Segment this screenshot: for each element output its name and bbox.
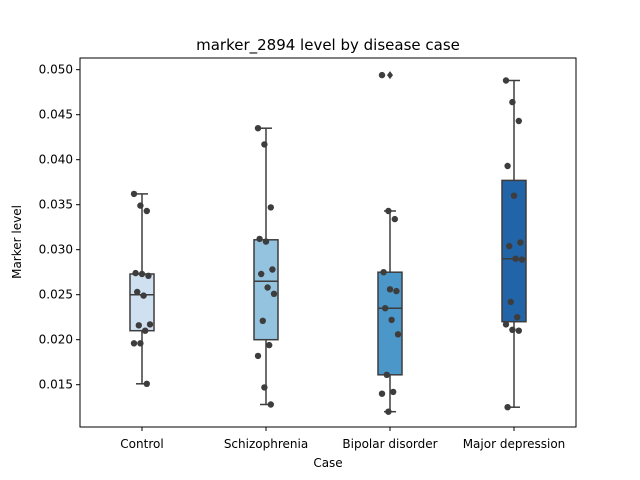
data-point <box>267 204 274 211</box>
x-tick-label: Control <box>120 437 163 451</box>
data-point <box>130 340 138 347</box>
data-point <box>137 202 144 209</box>
data-point <box>145 272 152 279</box>
data-point <box>507 298 514 306</box>
swarm-group-3 <box>378 71 402 415</box>
data-point <box>388 316 395 324</box>
y-tick-label: 0.035 <box>39 198 73 212</box>
data-point <box>506 242 513 250</box>
data-point <box>269 266 276 273</box>
data-point <box>140 292 147 299</box>
data-point <box>510 192 518 199</box>
data-point <box>254 352 262 360</box>
y-tick-label: 0.040 <box>39 153 73 167</box>
data-point <box>504 162 511 170</box>
data-point <box>262 238 270 245</box>
data-point <box>517 239 524 246</box>
swarm-group-1 <box>130 190 154 387</box>
data-point <box>502 321 510 328</box>
data-point <box>514 314 521 321</box>
box-iqr <box>501 179 527 323</box>
box-group-1 <box>129 193 155 385</box>
y-tick-label: 0.015 <box>39 378 73 392</box>
chart-title: marker_2894 level by disease case <box>196 36 460 55</box>
data-point <box>515 327 522 334</box>
data-point <box>378 390 386 397</box>
data-point <box>138 270 146 278</box>
data-point <box>378 71 386 79</box>
x-axis-label: Case <box>313 456 342 470</box>
data-point <box>132 269 139 277</box>
data-point <box>143 207 150 215</box>
data-point <box>267 401 274 408</box>
data-point <box>137 340 144 347</box>
y-tick-label: 0.020 <box>39 333 73 347</box>
data-point <box>518 256 526 263</box>
data-point <box>393 287 400 295</box>
data-point <box>261 384 268 391</box>
y-tick-label: 0.030 <box>39 243 73 257</box>
data-point <box>261 141 268 148</box>
box-group-4 <box>501 79 527 408</box>
data-point <box>385 408 392 415</box>
data-point <box>386 286 394 293</box>
data-point <box>264 284 271 291</box>
data-point <box>391 215 398 223</box>
data-point <box>509 98 516 106</box>
box-group-2 <box>253 127 279 406</box>
box-group-3 <box>377 71 403 413</box>
data-point <box>385 207 392 215</box>
swarm-group-2 <box>254 125 278 408</box>
data-point <box>383 371 390 378</box>
data-point <box>502 77 510 84</box>
data-point <box>380 269 387 276</box>
data-point <box>259 317 266 324</box>
y-tick-label: 0.045 <box>39 108 73 122</box>
y-axis-label: Marker level <box>10 205 24 279</box>
data-point <box>254 125 262 132</box>
data-point <box>146 321 154 328</box>
y-tick-label: 0.025 <box>39 288 73 302</box>
data-point <box>258 270 265 278</box>
y-tick-label: 0.050 <box>39 63 73 77</box>
data-point <box>512 255 519 262</box>
plot-area <box>129 71 527 415</box>
x-tick-label: Bipolar disorder <box>342 437 437 451</box>
swarm-group-4 <box>502 77 526 411</box>
x-axis: Control Schizophrenia Bipolar disorder Majo… <box>120 427 565 451</box>
data-point <box>256 235 263 243</box>
y-axis: 0.015 0.020 0.025 0.030 0.035 0.040 0.045 0.050 <box>39 63 80 392</box>
data-point <box>394 331 402 338</box>
data-point <box>390 388 397 396</box>
axes-frame <box>79 57 577 428</box>
data-point <box>504 404 511 411</box>
data-point <box>382 305 389 312</box>
data-point <box>266 341 273 349</box>
data-point <box>270 290 278 297</box>
outlier-marker <box>387 71 393 80</box>
data-point <box>142 327 149 334</box>
x-tick-label: Major depression <box>463 437 566 451</box>
data-point <box>509 326 516 333</box>
x-tick-label: Schizophrenia <box>224 437 308 451</box>
data-point <box>135 322 142 329</box>
data-point <box>143 380 150 387</box>
data-point <box>130 190 138 198</box>
data-point <box>515 117 522 125</box>
data-point <box>134 288 141 296</box>
